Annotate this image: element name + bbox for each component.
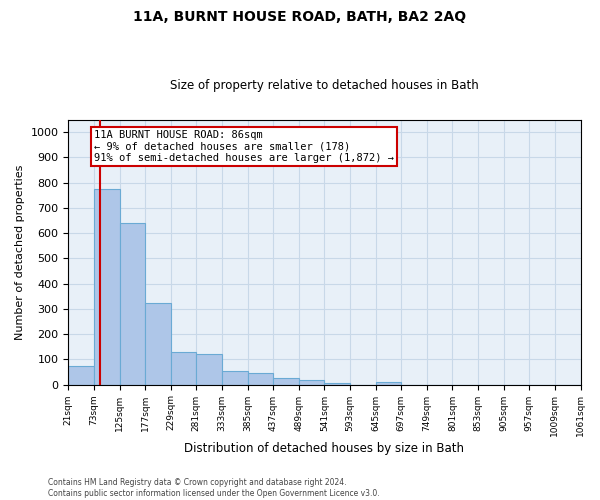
Title: Size of property relative to detached houses in Bath: Size of property relative to detached ho… [170,79,479,92]
Bar [94,189,119,384]
Bar [196,354,222,384]
Bar [299,380,325,384]
Bar [222,370,248,384]
X-axis label: Distribution of detached houses by size in Bath: Distribution of detached houses by size … [184,442,464,455]
Text: Contains HM Land Registry data © Crown copyright and database right 2024.
Contai: Contains HM Land Registry data © Crown c… [48,478,380,498]
Text: 11A, BURNT HOUSE ROAD, BATH, BA2 2AQ: 11A, BURNT HOUSE ROAD, BATH, BA2 2AQ [133,10,467,24]
Bar [145,302,171,384]
Bar [68,366,94,384]
Bar [376,382,401,384]
Bar [273,378,299,384]
Text: 11A BURNT HOUSE ROAD: 86sqm
← 9% of detached houses are smaller (178)
91% of sem: 11A BURNT HOUSE ROAD: 86sqm ← 9% of deta… [94,130,394,163]
Bar [248,373,273,384]
Bar [171,352,196,384]
Y-axis label: Number of detached properties: Number of detached properties [15,164,25,340]
Bar [119,223,145,384]
